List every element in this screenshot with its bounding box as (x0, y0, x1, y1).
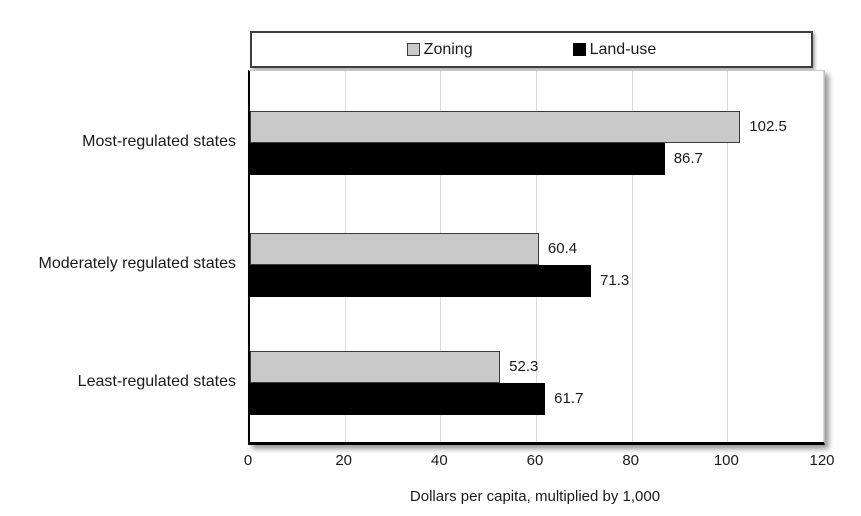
x-tick-100: 100 (713, 452, 739, 469)
zoning-swatch-icon (406, 43, 420, 56)
bar-row-zoning-least-regulated-states: 52.3 (250, 351, 824, 383)
bar-row-land-use-least-regulated-states: 61.7 (250, 383, 824, 415)
gridline-100 (727, 71, 729, 442)
bar-zoning-most-regulated-states (250, 111, 741, 143)
bar-land-use-most-regulated-states (250, 143, 665, 175)
bar-row-land-use-most-regulated-states: 86.7 (250, 143, 824, 175)
category-label-most-regulated-states: Most-regulated states (82, 133, 236, 150)
legend-item-zoning: Zoning (406, 40, 473, 59)
data-label-zoning-moderately-regulated-states: 60.4 (547, 240, 578, 257)
legend: Zoning Land-use (250, 31, 813, 68)
category-label-moderately-regulated-states: Moderately regulated states (38, 255, 236, 272)
data-label-zoning-most-regulated-states: 102.5 (749, 118, 787, 135)
data-label-zoning-least-regulated-states: 52.3 (509, 358, 539, 375)
x-tick-0: 0 (243, 452, 253, 469)
x-tick-60: 60 (526, 452, 544, 469)
x-axis-title: Dollars per capita, multiplied by 1,000 (409, 488, 661, 505)
bar-row-zoning-moderately-regulated-states: 60.4 (250, 233, 824, 265)
x-tick-40: 40 (430, 452, 448, 469)
bar-land-use-least-regulated-states (250, 383, 546, 415)
legend-item-landuse: Land-use (572, 40, 657, 59)
plot-area: 102.5 86.7 60.4 71.3 52.3 61.7 (248, 70, 825, 445)
landuse-swatch-icon (572, 43, 586, 56)
x-tick-80: 80 (622, 452, 639, 469)
data-label-land-use-least-regulated-states: 61.7 (554, 390, 584, 407)
x-tick-20: 20 (335, 452, 352, 469)
legend-label-zoning: Zoning (423, 40, 473, 58)
data-label-land-use-most-regulated-states: 86.7 (673, 150, 703, 167)
bar-zoning-least-regulated-states (250, 351, 501, 383)
bar-row-land-use-moderately-regulated-states: 71.3 (250, 265, 824, 297)
bar-row-zoning-most-regulated-states: 102.5 (250, 111, 824, 143)
gridline-120 (823, 71, 824, 442)
legend-label-landuse: Land-use (589, 40, 657, 58)
x-tick-120: 120 (809, 452, 835, 469)
bar-land-use-moderately-regulated-states (250, 265, 592, 297)
gridline-80 (631, 71, 633, 442)
bar-zoning-moderately-regulated-states (250, 233, 539, 265)
category-label-least-regulated-states: Least-regulated states (77, 373, 236, 390)
data-label-land-use-moderately-regulated-states: 71.3 (600, 272, 630, 289)
